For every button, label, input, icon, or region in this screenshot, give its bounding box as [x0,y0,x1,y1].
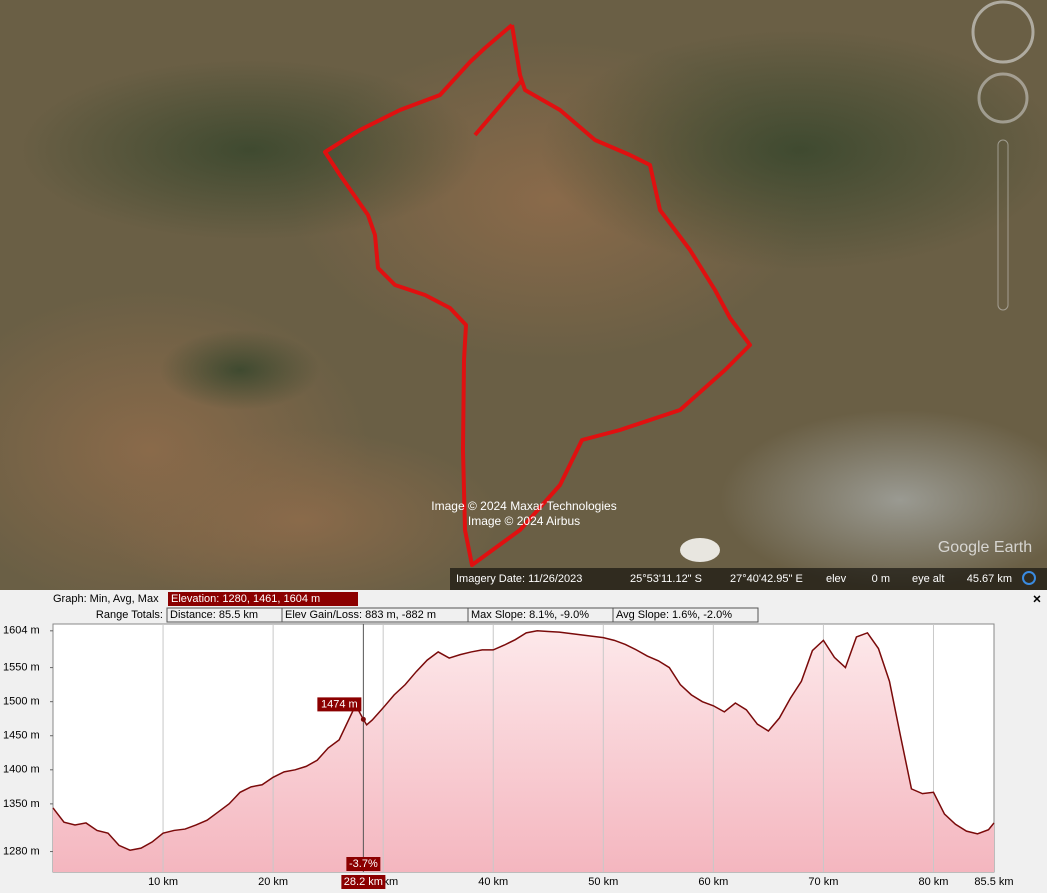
x-tick-label: 60 km [698,876,728,888]
graph-label: Graph: Min, Avg, Max [53,593,159,605]
imagery-date: Imagery Date: 11/26/2023 [456,573,582,585]
logo: Google Earth [938,539,1032,556]
credit: Image © 2024 Airbus [468,514,580,528]
x-tick-label: 70 km [808,876,838,888]
cursor-elevation: 1474 m [321,698,358,710]
elevation-stats: Elevation: 1280, 1461, 1604 m [171,593,320,605]
eye-alt-value: 45.67 km [967,573,1012,585]
profile-line [52,630,995,851]
y-tick-label: 1280 m [3,845,40,857]
elev-value: 0 m [872,573,890,585]
terrain [680,538,720,562]
cursor-point [360,716,366,722]
terrain [100,430,500,590]
eye-alt-label: eye alt [912,573,944,585]
move-control[interactable] [977,72,1029,124]
x-tick-label: 10 km [148,876,178,888]
y-tick-label: 1350 m [3,798,40,810]
max-slope: Max Slope: 8.1%, -9.0% [471,609,589,621]
y-tick-label: 1450 m [3,730,40,742]
label-box [341,875,386,889]
gain-loss: Elev Gain/Loss: 883 m, -882 m [285,609,436,621]
close-button[interactable]: × [1033,591,1041,607]
x-tick-label: 40 km [478,876,508,888]
status-bar [450,568,1047,590]
label-box [346,857,381,871]
x-tick-label: 80 km [918,876,948,888]
distance: Distance: 85.5 km [170,609,258,621]
terrain [540,30,1047,270]
terrain [20,60,480,240]
y-tick-label: 1604 m [3,625,40,637]
y-tick-label: 1400 m [3,764,40,776]
map-view[interactable]: Image © 2024 Maxar Technologies Image © … [0,0,1047,590]
y-tick-label: 1500 m [3,696,40,708]
x-tick-label: 50 km [588,876,618,888]
elev-label: elev [826,573,847,585]
route[interactable] [323,23,752,567]
area-fill [53,630,994,872]
look-control[interactable] [971,0,1035,64]
avg-slope: Avg Slope: 1.6%, -2.0% [616,609,732,621]
elevation-box [168,592,358,606]
x-tick-label: 85.5 km [974,876,1013,888]
stat-box [612,607,759,623]
latitude: 25°53'11.12" S [630,573,702,585]
credit: Image © 2024 Maxar Technologies [431,499,616,513]
label-box [317,697,362,712]
loading-indicator [1022,571,1036,585]
zoom-slider[interactable] [997,139,1009,311]
elevation-profile: Graph: Min, Avg, Max Elevation: 1280, 14… [3,591,1041,889]
cursor-distance: 28.2 km [344,876,383,888]
cursor-slope: -3.7% [349,858,378,870]
range-label: Range Totals: [96,609,163,621]
route[interactable] [473,78,524,137]
city [720,410,1047,590]
x-tick-label: 20 km [258,876,288,888]
y-tick-label: 1550 m [3,662,40,674]
terrain [160,330,320,410]
longitude: 27°40'42.95" E [730,573,803,585]
